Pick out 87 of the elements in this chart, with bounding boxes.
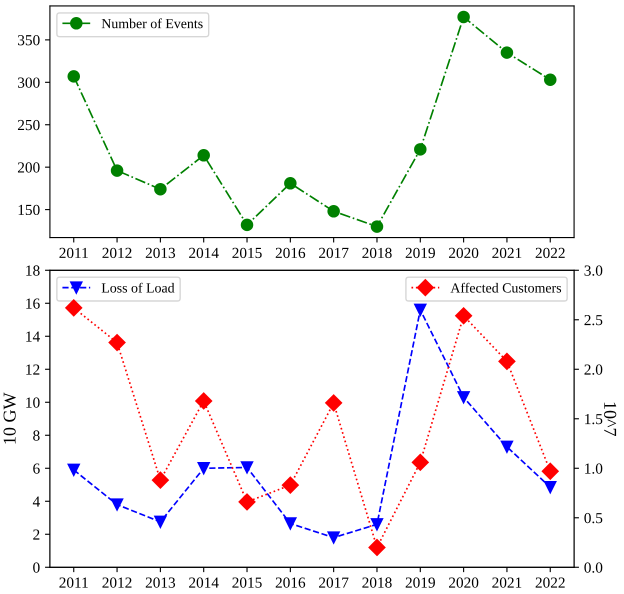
point	[544, 480, 557, 494]
y-tick-label: 250	[18, 120, 40, 130]
x-tick-label: 2015	[232, 248, 262, 258]
x-tick-label: 2021	[492, 577, 522, 588]
x-tick-label: 2011	[59, 577, 88, 588]
point	[500, 46, 514, 59]
x-tick-label: 2019	[406, 577, 435, 588]
x-tick-label: 2018	[362, 248, 392, 258]
y2-tick-label: 2.5	[584, 314, 602, 326]
x-tick-label: 2022	[536, 248, 565, 258]
point	[370, 518, 384, 531]
x-tick-label: 2011	[59, 248, 88, 258]
point	[327, 531, 340, 544]
point	[154, 516, 167, 528]
point	[327, 205, 340, 218]
point	[110, 164, 124, 177]
point	[325, 394, 342, 412]
point	[412, 454, 429, 471]
point	[500, 440, 514, 454]
x-tick-label: 2022	[536, 577, 565, 588]
point	[368, 538, 386, 556]
x-tick-label: 2017	[319, 248, 348, 258]
point	[284, 517, 297, 530]
x-tick-label: 2017	[319, 577, 348, 588]
point	[542, 462, 559, 480]
x-tick-label: 2013	[146, 248, 176, 258]
y-tick-label: 12	[26, 364, 40, 375]
point	[238, 493, 256, 510]
point	[284, 177, 297, 190]
point	[110, 498, 124, 511]
x-tick-label: 2016	[276, 577, 306, 588]
point	[152, 472, 169, 489]
x-tick-label: 2019	[406, 248, 435, 258]
y-tick-label: 6	[33, 463, 40, 474]
y-tick-label: 18	[26, 265, 40, 276]
point	[544, 74, 557, 86]
y2-axis-title: 10^7	[604, 402, 616, 436]
y2-tick-label: 0.0	[584, 562, 602, 573]
legend-label: Number of Events	[102, 18, 203, 28]
y2-tick-label: 3.0	[584, 265, 602, 276]
y-tick-label: 0	[33, 562, 40, 573]
legend-label: Loss of Load	[102, 282, 174, 293]
x-tick-label: 2016	[276, 248, 306, 258]
y-tick-label: 10	[26, 397, 40, 408]
legend-label: Affected Customers	[450, 282, 562, 293]
x-tick-label: 2013	[146, 577, 176, 588]
point	[240, 218, 254, 232]
point	[457, 10, 470, 24]
point	[108, 334, 126, 352]
y-tick-label: 16	[26, 298, 40, 309]
y2-tick-label: 0.5	[584, 512, 602, 524]
point	[67, 464, 80, 476]
y2-tick-label: 2.0	[584, 364, 602, 375]
y2-tick-label: 1.0	[585, 463, 602, 474]
point	[414, 143, 427, 156]
point	[457, 391, 470, 404]
x-tick-label: 2014	[189, 577, 219, 588]
point	[195, 392, 212, 410]
y-tick-label: 200	[18, 162, 40, 173]
x-tick-label: 2020	[449, 577, 478, 588]
y2-tick-label: 1.5	[585, 414, 602, 424]
x-tick-label: 2018	[362, 577, 392, 588]
y-tick-label: 300	[18, 77, 40, 88]
point	[197, 462, 210, 475]
x-tick-label: 2021	[492, 248, 522, 258]
x-tick-label: 2012	[102, 248, 132, 258]
point	[197, 149, 210, 162]
point	[498, 352, 516, 370]
x-tick-label: 2014	[189, 248, 219, 258]
y-tick-label: 2	[33, 529, 40, 540]
point	[455, 307, 472, 324]
point	[370, 220, 384, 233]
y-tick-label: 350	[18, 35, 40, 46]
point	[414, 304, 427, 316]
x-tick-label: 2012	[102, 577, 132, 588]
point	[154, 182, 167, 196]
point	[282, 476, 299, 494]
point	[240, 461, 254, 474]
x-tick-label: 2015	[232, 577, 262, 588]
point	[67, 70, 80, 83]
y-tick-label: 150	[18, 204, 40, 216]
x-tick-label: 2020	[449, 248, 478, 258]
point	[65, 299, 82, 316]
y-tick-label: 14	[26, 331, 40, 342]
y-axis-title: 10 GW	[4, 392, 16, 444]
y-tick-label: 8	[33, 430, 40, 441]
y-tick-label: 4	[32, 496, 40, 507]
